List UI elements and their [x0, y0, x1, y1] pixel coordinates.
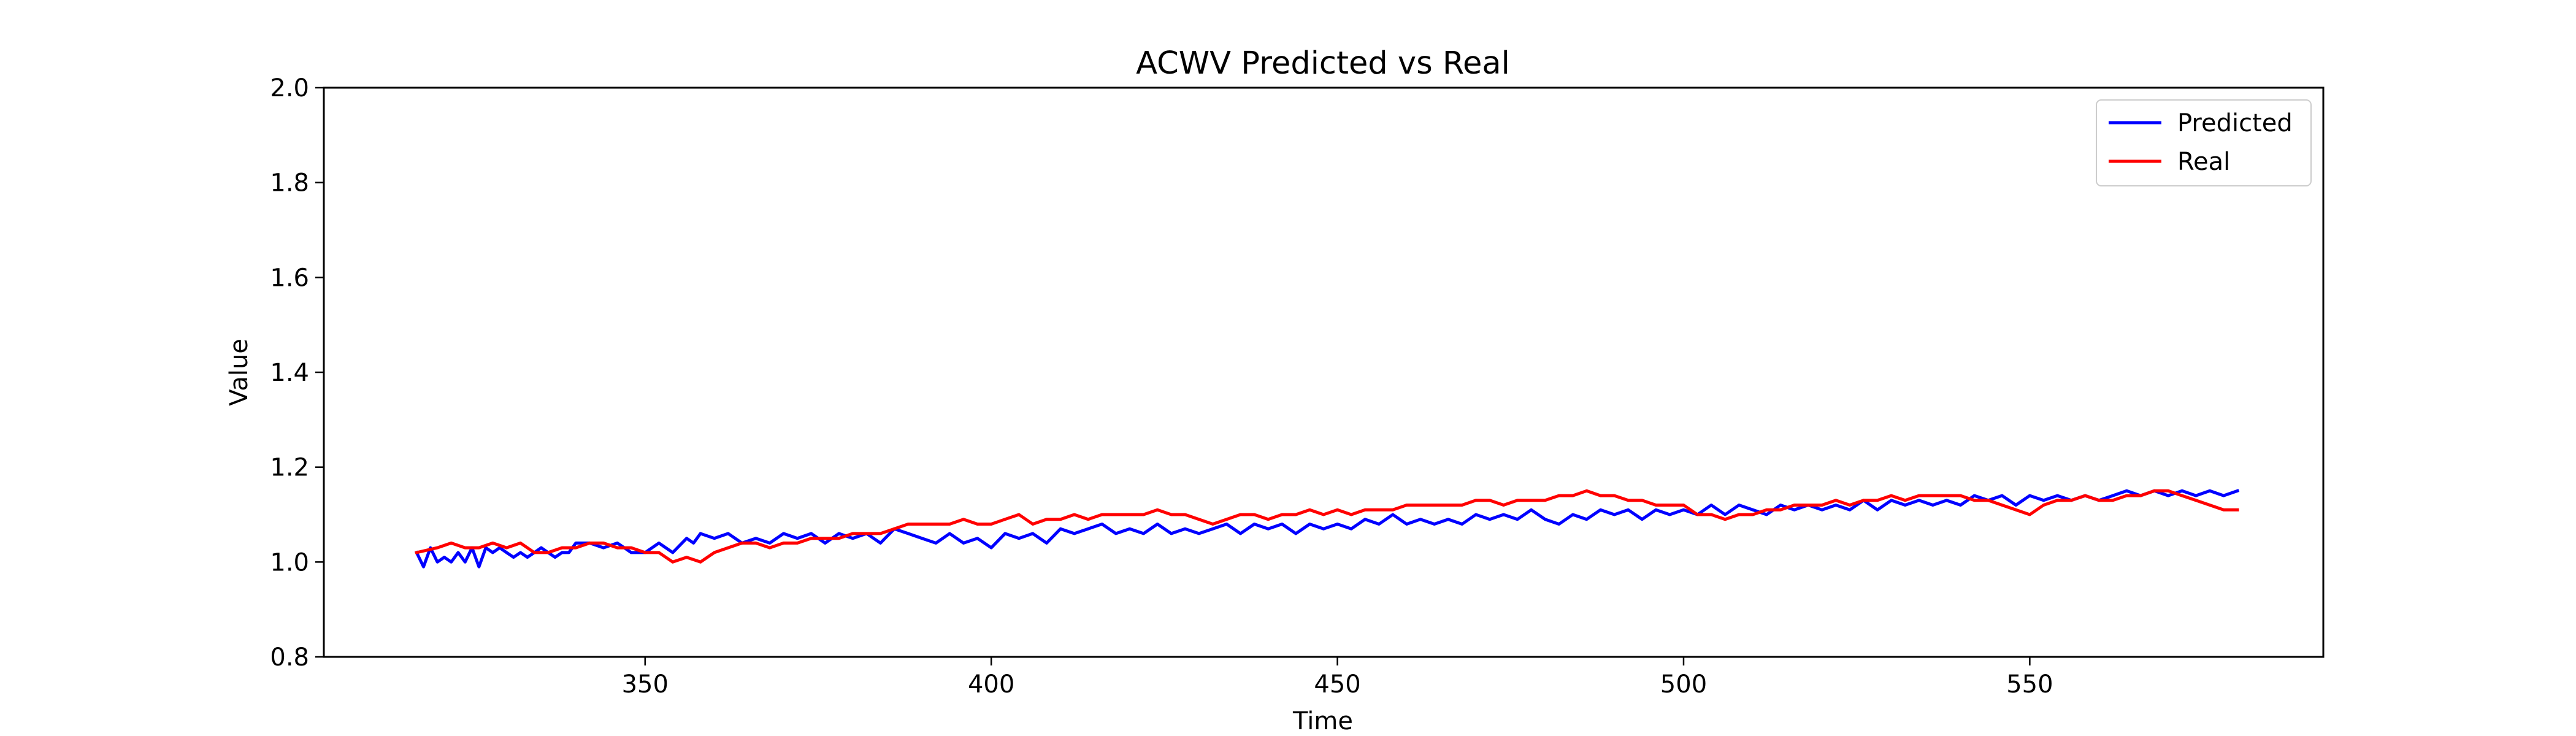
y-tick-label: 1.0	[270, 548, 309, 577]
y-tick-label: 0.8	[270, 643, 309, 672]
y-tick-label: 1.8	[270, 169, 309, 197]
y-axis: 0.8 1.0 1.2 1.4 1.6 1.8 2.0	[270, 74, 324, 672]
y-tick-label: 1.6	[270, 264, 309, 292]
x-axis: 350 400 450 500 550	[622, 657, 2053, 699]
x-axis-label: Time	[1292, 707, 1353, 735]
y-tick-label: 2.0	[270, 74, 309, 102]
series-line-real	[415, 489, 2239, 564]
legend: Predicted Real	[2096, 99, 2312, 186]
x-tick-label: 400	[968, 670, 1014, 699]
x-tick-label: 350	[622, 670, 669, 699]
chart-title: ACWV Predicted vs Real	[1136, 45, 1510, 82]
y-axis-label: Value	[225, 339, 253, 406]
legend-label-real: Real	[2177, 148, 2230, 176]
x-tick-label: 500	[1660, 670, 1707, 699]
series-layer	[414, 489, 2240, 569]
legend-label-predicted: Predicted	[2177, 109, 2293, 137]
y-tick-label: 1.2	[270, 454, 309, 482]
y-tick-label: 1.4	[270, 359, 309, 387]
x-tick-label: 550	[2006, 670, 2053, 699]
x-tick-label: 450	[1314, 670, 1360, 699]
